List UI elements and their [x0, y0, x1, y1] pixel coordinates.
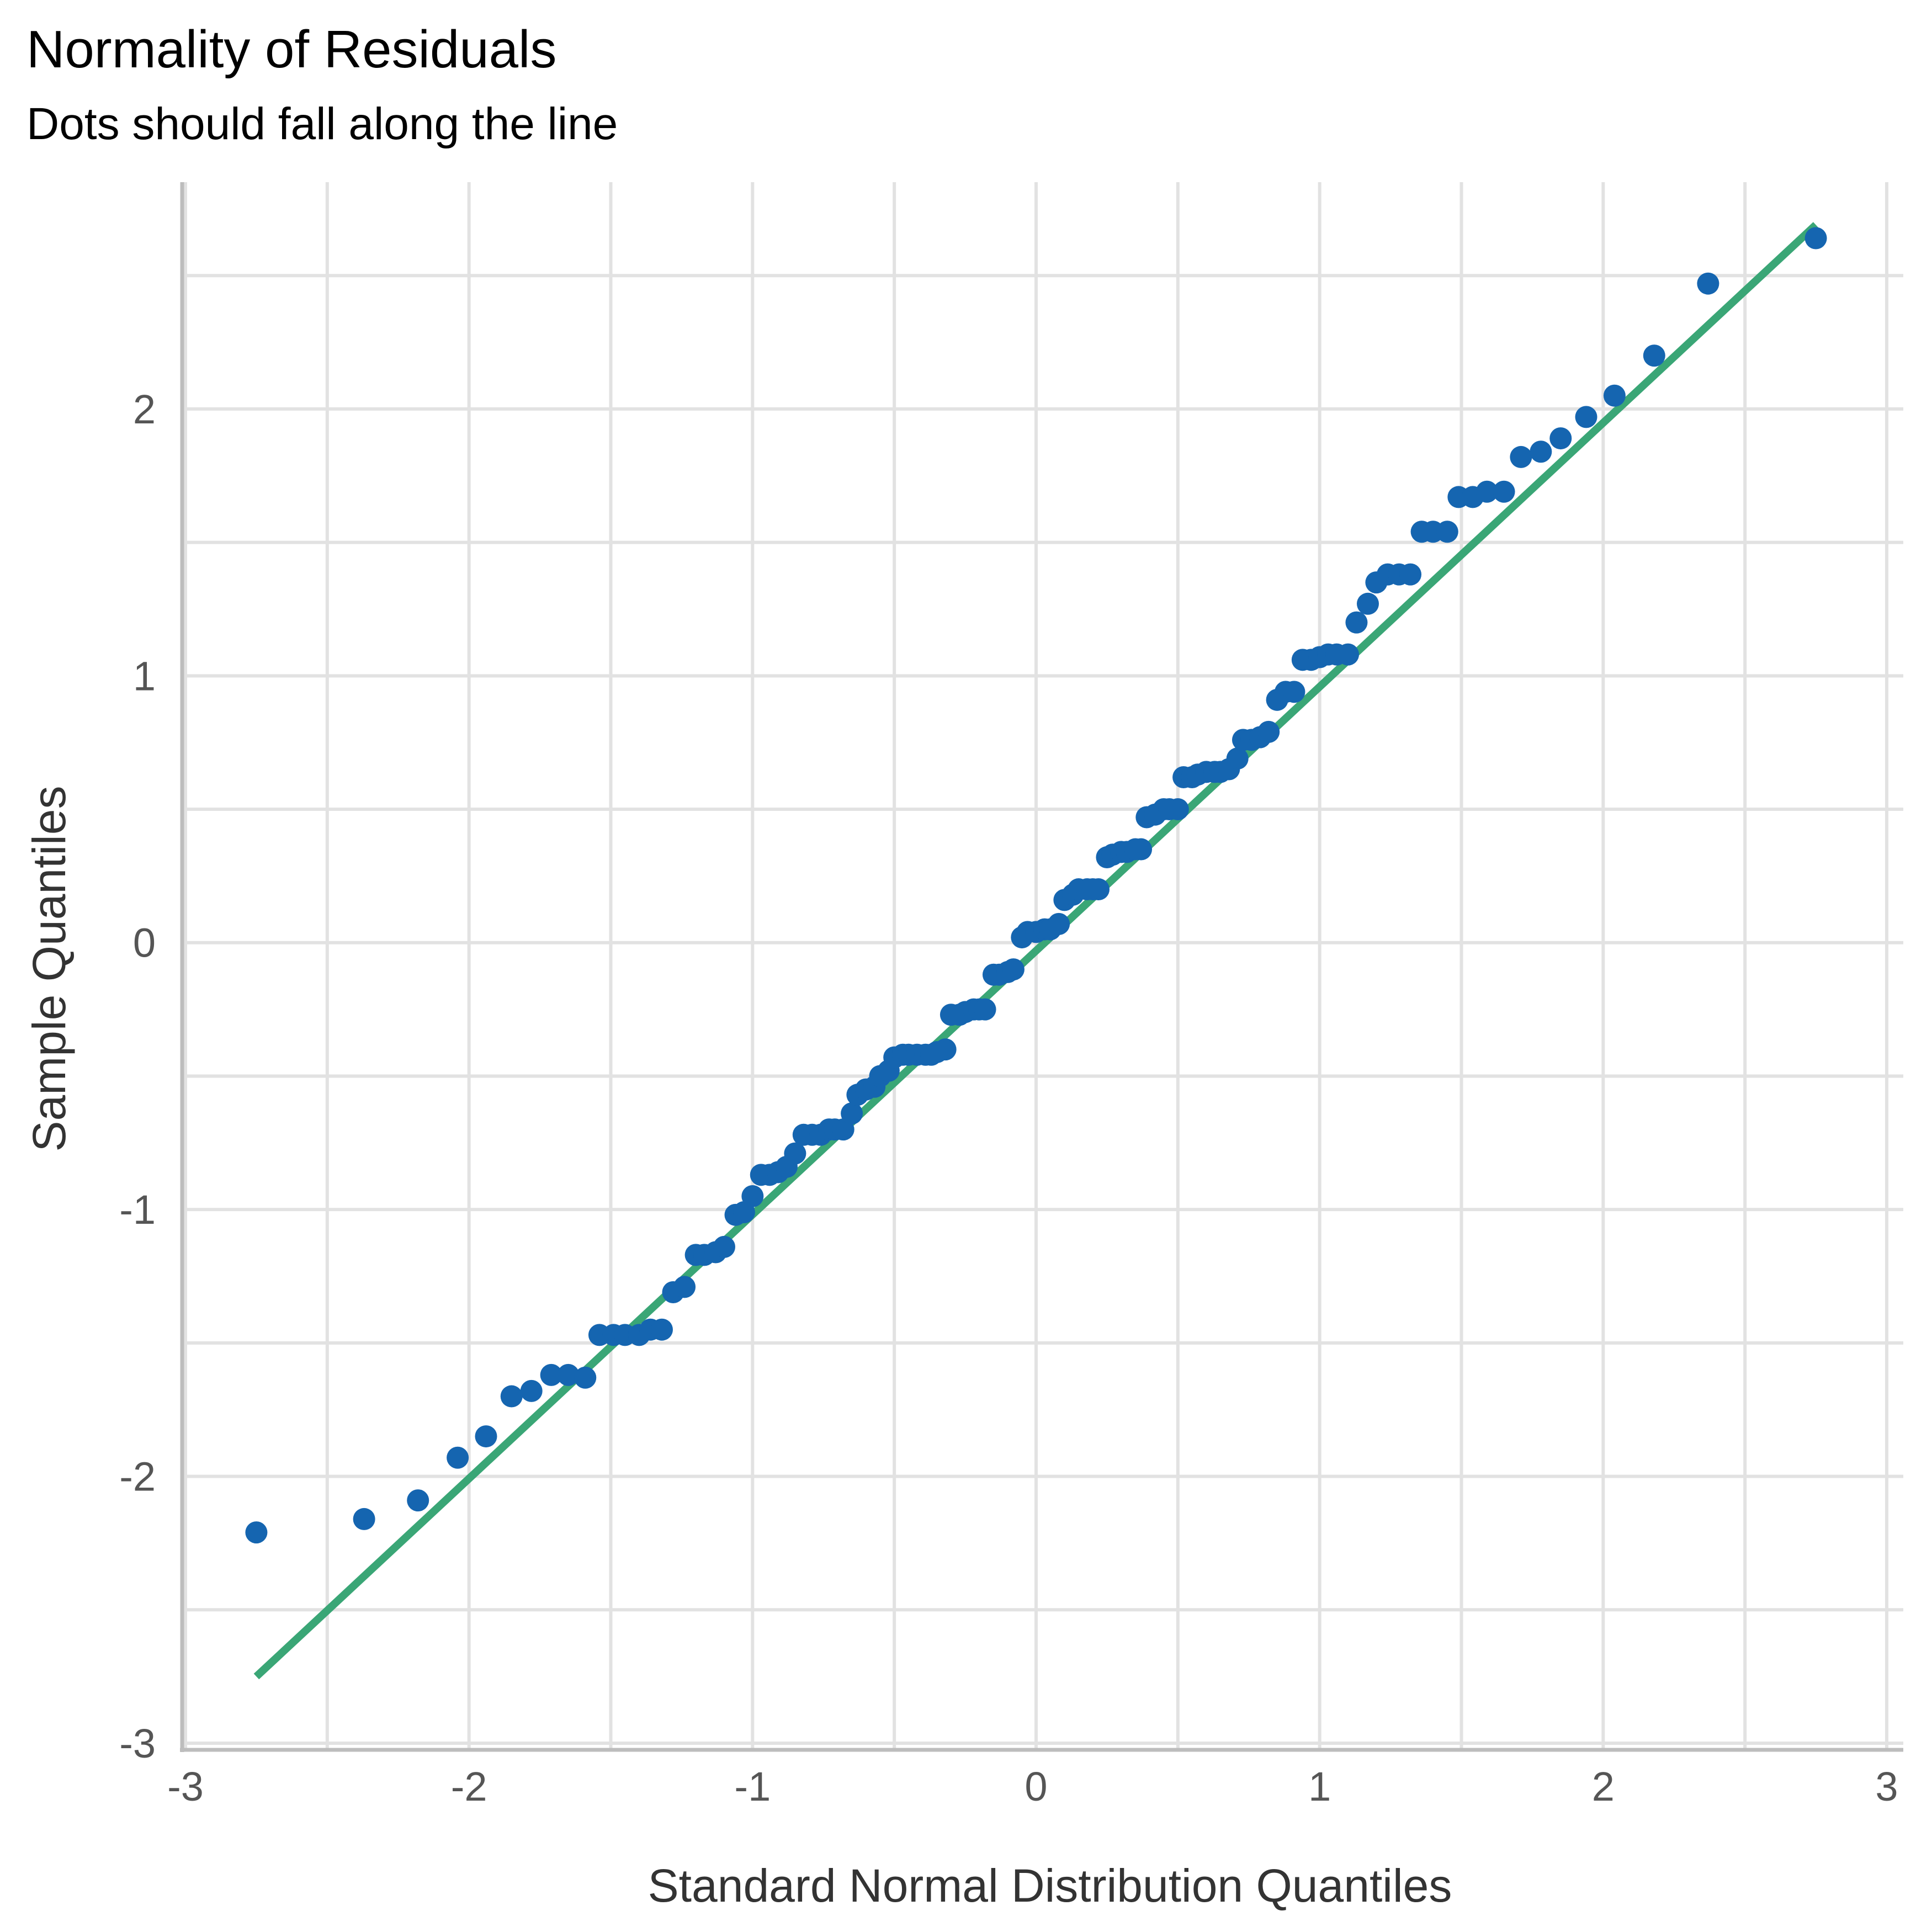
data-point — [1166, 798, 1189, 821]
x-tick-label: -2 — [451, 1764, 487, 1809]
reference-line — [253, 222, 1819, 1680]
y-tick-label: -1 — [119, 1187, 156, 1233]
data-point — [841, 1102, 863, 1125]
data-point — [1283, 681, 1305, 703]
data-point — [1226, 747, 1249, 770]
y-tick-label: -2 — [119, 1454, 156, 1500]
data-point — [1399, 563, 1422, 586]
x-tick-label: 1 — [1308, 1764, 1331, 1809]
data-point — [1510, 445, 1532, 468]
reference-line-layer — [253, 222, 1819, 1680]
data-point — [741, 1185, 764, 1207]
data-point — [1345, 611, 1368, 634]
grid — [182, 182, 1903, 1750]
y-tick-label: 1 — [133, 653, 156, 699]
chart-title: Normality of Residuals — [26, 20, 556, 79]
data-point — [1643, 344, 1665, 367]
data-point — [784, 1142, 806, 1165]
data-point — [1549, 427, 1572, 450]
data-point — [407, 1489, 429, 1512]
data-point — [1002, 958, 1025, 981]
data-point — [1697, 272, 1719, 295]
data-point — [1436, 521, 1458, 543]
data-point — [1575, 406, 1597, 428]
data-point — [934, 1038, 957, 1061]
data-point — [1337, 643, 1360, 666]
x-tick-labels: -3 -2 -1 0 1 2 3 — [167, 1764, 1898, 1809]
x-tick-label: 3 — [1875, 1764, 1898, 1809]
data-point — [574, 1366, 597, 1389]
data-point — [557, 1363, 580, 1386]
data-point — [1048, 912, 1070, 935]
data-point — [540, 1363, 562, 1386]
data-point — [673, 1276, 696, 1298]
x-axis-label: Standard Normal Distribution Quantiles — [648, 1860, 1452, 1912]
data-point — [475, 1425, 497, 1448]
chart-subtitle: Dots should fall along the line — [26, 99, 618, 149]
data-point — [1130, 838, 1153, 861]
x-tick-label: -1 — [734, 1764, 771, 1809]
y-tick-labels: -3 -2 -1 0 1 2 — [119, 386, 156, 1766]
data-point — [353, 1508, 375, 1530]
x-tick-label: 0 — [1025, 1764, 1047, 1809]
data-point — [1603, 384, 1626, 407]
data-point — [1493, 480, 1515, 503]
data-point — [1356, 592, 1379, 615]
y-axis-label: Sample Quantiles — [23, 785, 75, 1151]
data-point — [974, 998, 996, 1021]
data-point — [1257, 720, 1280, 743]
y-tick-label: 0 — [133, 920, 156, 966]
data-point — [500, 1385, 523, 1408]
data-point — [1530, 440, 1552, 463]
data-point — [245, 1521, 268, 1544]
axes — [180, 182, 1903, 1752]
data-point — [520, 1379, 543, 1402]
data-point — [713, 1235, 735, 1258]
data-point — [1475, 480, 1498, 503]
x-tick-label: 2 — [1592, 1764, 1615, 1809]
data-point — [1804, 227, 1827, 250]
x-tick-label: -3 — [167, 1764, 204, 1809]
points-layer — [245, 227, 1827, 1544]
y-tick-label: 2 — [133, 386, 156, 432]
data-point — [650, 1318, 673, 1341]
data-point — [1087, 878, 1110, 901]
data-point — [447, 1446, 469, 1469]
y-tick-label: -3 — [119, 1721, 156, 1766]
